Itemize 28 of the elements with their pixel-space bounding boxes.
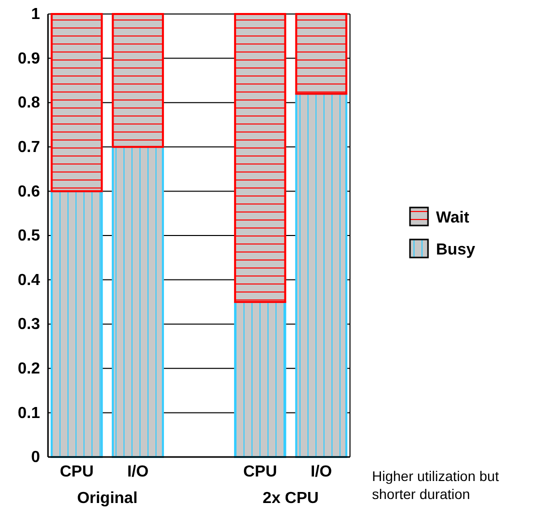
y-tick-label: 0.2 <box>18 360 40 378</box>
bar <box>295 13 348 95</box>
text: Original <box>77 490 138 507</box>
bar <box>50 13 103 192</box>
text: Higher utilization but shorter duration <box>372 468 499 502</box>
bar <box>112 13 164 148</box>
x-tick-label: CPU <box>60 463 94 480</box>
x-tick-label: I/O <box>310 463 332 480</box>
bar <box>234 300 286 458</box>
bar <box>295 92 348 458</box>
bar <box>112 146 164 458</box>
y-tick-label: 0.7 <box>18 139 40 156</box>
y-tick-label: 0.8 <box>18 94 40 112</box>
x-tick-label: CPU <box>243 463 278 480</box>
y-tick-label: 0.5 <box>18 228 40 245</box>
x-tick-label: I/O <box>127 463 149 480</box>
y-tick-label: 0.4 <box>18 272 40 289</box>
y-tick-label: 0.1 <box>18 404 40 422</box>
text: 2x CPU <box>262 490 319 507</box>
y-tick-label: 0 <box>31 449 40 466</box>
legend-label: Busy <box>436 242 476 258</box>
y-tick-label: 0.6 <box>18 183 40 200</box>
y-tick-label: 0.9 <box>18 50 40 68</box>
y-tick-label: 1 <box>31 6 40 24</box>
bar <box>50 190 103 458</box>
legend-label: Wait <box>436 210 470 226</box>
bar <box>234 13 286 303</box>
y-tick-label: 0.3 <box>18 316 40 334</box>
